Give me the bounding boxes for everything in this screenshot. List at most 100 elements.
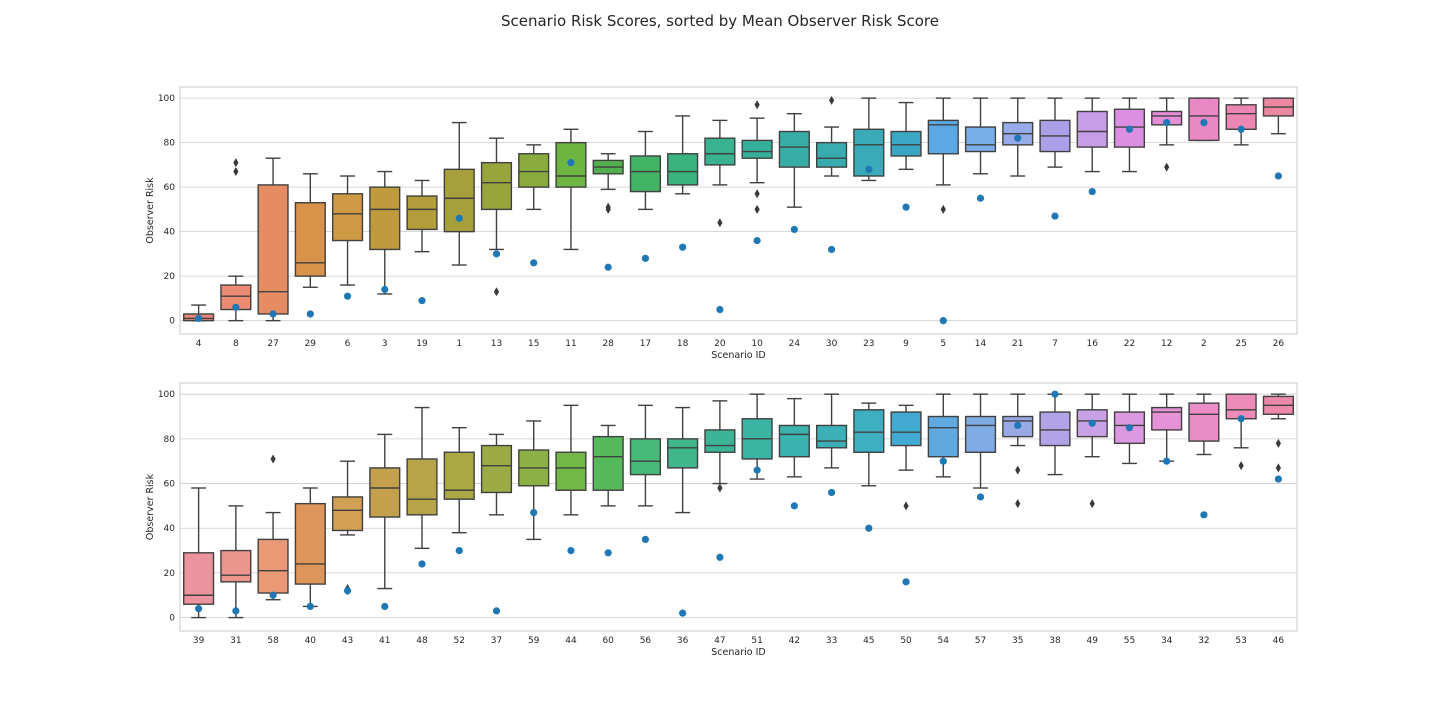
x-tick-label: 36 xyxy=(677,636,689,646)
box-body xyxy=(257,538,289,594)
scatter-point xyxy=(865,165,873,173)
box-27 xyxy=(257,157,289,322)
x-tick-label: 46 xyxy=(1273,636,1285,646)
x-axis-label: Scenario ID xyxy=(711,350,765,361)
x-tick-label: 49 xyxy=(1086,636,1098,646)
scatter-point xyxy=(1051,212,1059,220)
box-38 xyxy=(1039,390,1071,476)
box-body xyxy=(1188,402,1220,442)
scatter-point xyxy=(679,609,687,617)
box-body xyxy=(406,458,438,516)
outlier-marker xyxy=(903,501,909,511)
box-1 xyxy=(443,121,475,266)
box-body xyxy=(443,451,475,500)
scatter-point xyxy=(1274,172,1282,180)
x-tick-label: 17 xyxy=(640,339,651,349)
scatter-point xyxy=(827,245,836,254)
box-body xyxy=(331,496,364,532)
box-54 xyxy=(927,393,959,478)
scatter-point xyxy=(1088,419,1096,427)
scatter-point xyxy=(269,310,277,318)
x-tick-label: 38 xyxy=(1049,636,1061,646)
box-body xyxy=(555,451,587,491)
box-15 xyxy=(518,144,550,267)
box-body xyxy=(927,415,959,458)
box-body xyxy=(294,502,326,585)
x-tick-label: 50 xyxy=(900,636,912,646)
scatter-point xyxy=(1200,511,1208,519)
box-41 xyxy=(369,433,401,611)
scatter-point xyxy=(1014,134,1022,142)
scatter-point xyxy=(976,194,985,202)
box-17 xyxy=(629,130,662,262)
scatter-point xyxy=(679,243,687,251)
box-body xyxy=(294,202,326,277)
box-body xyxy=(629,438,662,476)
box-32 xyxy=(1188,393,1220,519)
box-body xyxy=(704,137,736,166)
axes-frame xyxy=(179,382,1298,632)
scatter-point xyxy=(939,317,947,325)
x-tick-label: 11 xyxy=(565,339,576,349)
scatter-point xyxy=(939,457,947,465)
scatter-point xyxy=(232,303,240,311)
x-tick-label: 60 xyxy=(602,636,614,646)
x-tick-label: 31 xyxy=(230,636,241,646)
y-tick-label: 20 xyxy=(164,272,176,282)
x-tick-label: 12 xyxy=(1161,339,1172,349)
y-axis-label: Observer Risk xyxy=(145,473,156,540)
box-body xyxy=(778,130,810,168)
box-19 xyxy=(406,179,438,305)
box-10 xyxy=(741,100,773,245)
outlier-marker xyxy=(754,189,760,199)
box-45 xyxy=(853,402,885,532)
scatter-point xyxy=(902,578,910,586)
box-23 xyxy=(853,97,885,182)
x-tick-label: 10 xyxy=(751,339,763,349)
box-37 xyxy=(480,433,513,615)
box-body xyxy=(1039,411,1071,447)
box-18 xyxy=(667,115,699,251)
y-tick-label: 100 xyxy=(158,390,175,400)
box-31 xyxy=(220,505,252,619)
x-tick-label: 6 xyxy=(345,339,351,349)
box-body xyxy=(890,411,922,447)
x-tick-label: 20 xyxy=(714,339,726,349)
scatter-point xyxy=(492,250,501,258)
x-tick-label: 16 xyxy=(1086,339,1098,349)
y-tick-label: 60 xyxy=(164,183,176,193)
box-14 xyxy=(964,97,997,202)
box-34 xyxy=(1151,393,1183,465)
box-28 xyxy=(592,153,624,271)
y-tick-label: 100 xyxy=(158,94,175,104)
y-tick-label: 0 xyxy=(169,317,175,327)
box-body xyxy=(480,444,513,494)
scatter-point xyxy=(902,203,910,211)
box-4 xyxy=(183,304,215,323)
box-16 xyxy=(1076,97,1108,196)
box-body xyxy=(667,438,699,469)
box-24 xyxy=(778,113,810,234)
box-body xyxy=(1225,104,1257,130)
outlier-marker xyxy=(1015,465,1021,475)
box-6 xyxy=(331,175,364,300)
box-body xyxy=(741,139,773,159)
scatter-point xyxy=(195,605,203,613)
x-tick-label: 28 xyxy=(602,339,614,349)
axes-frame xyxy=(179,86,1298,335)
box-7 xyxy=(1039,97,1071,220)
y-tick-label: 0 xyxy=(169,614,175,624)
scatter-point xyxy=(641,535,650,543)
box-50 xyxy=(890,404,922,586)
x-tick-label: 2 xyxy=(1201,339,1207,349)
box-body xyxy=(406,195,438,231)
x-tick-label: 35 xyxy=(1012,636,1023,646)
x-tick-label: 57 xyxy=(975,636,986,646)
scatter-point xyxy=(604,549,612,557)
x-tick-label: 9 xyxy=(903,339,909,349)
box-body xyxy=(629,155,662,193)
scatter-point xyxy=(1237,415,1245,423)
y-tick-label: 40 xyxy=(164,524,176,534)
scatter-point xyxy=(381,285,389,294)
